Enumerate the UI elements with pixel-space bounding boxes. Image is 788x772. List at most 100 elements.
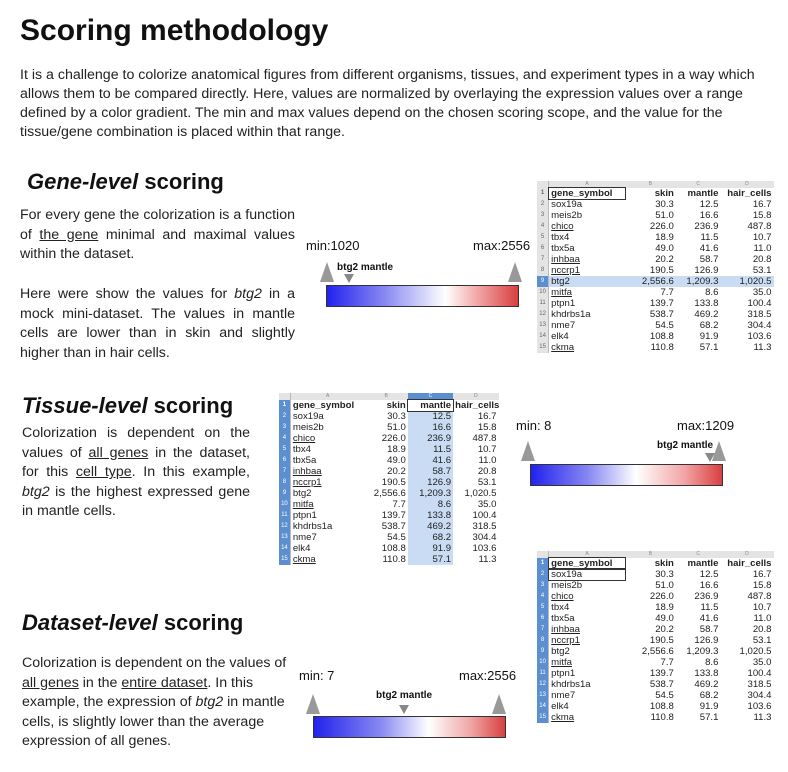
table-cell: 30.3 — [655, 199, 674, 210]
table-cell: 54.5 — [387, 532, 406, 543]
table-cell: 2,556.6 — [641, 646, 674, 657]
table-cell: mantle — [687, 188, 719, 199]
table-cell: 15.8 — [752, 580, 772, 591]
table-cell: 51.0 — [655, 210, 674, 221]
table-cell: tbx4 — [551, 232, 570, 243]
tissue-min-triangle-icon — [521, 441, 535, 461]
table-row: 8 nccrp1 190.5 126.9 53.1 — [537, 265, 774, 276]
table-row: 11 ptpn1 139.7 133.8 100.4 — [279, 510, 499, 521]
table-row: 11 ptpn1 139.7 133.8 100.4 — [537, 668, 774, 679]
table-cell: 68.2 — [699, 690, 719, 701]
table-cell: 126.9 — [694, 635, 719, 646]
table-cell: 538.7 — [649, 679, 674, 690]
table-row: 10 mitfa 7.7 8.6 35.0 — [537, 657, 774, 668]
table-header-row: 1 gene_symbol skin mantle hair_cells — [537, 187, 774, 200]
table-cell: 49.0 — [655, 613, 674, 624]
table-row: 6 tbx5a 49.0 41.6 11.0 — [279, 455, 499, 466]
table-row: 7 inhbaa 20.2 58.7 20.8 — [537, 254, 774, 265]
table-cell: sox19a — [551, 199, 583, 210]
table-cell: 487.8 — [747, 591, 772, 602]
table-cell: 68.2 — [699, 320, 719, 331]
column-letter: D — [720, 181, 774, 188]
table-cell: ptpn1 — [551, 668, 576, 679]
table-cell: 58.7 — [699, 624, 719, 635]
table-row: 13 nme7 54.5 68.2 304.4 — [537, 690, 774, 701]
dataset-p-link-1: all genes — [22, 674, 79, 691]
table-cell: 51.0 — [655, 580, 674, 591]
table-row: 6 tbx5a 49.0 41.6 11.0 — [537, 243, 774, 254]
dataset-p-b: in the — [78, 674, 122, 691]
table-cell: 41.6 — [407, 455, 454, 466]
gene-level-table: A B C D 1 gene_symbol skin mantle hair_cells 2 sox… — [537, 181, 774, 353]
dataset-level-heading: Dataset-level scoring — [22, 610, 243, 636]
table-cell: hair_cells — [727, 558, 772, 569]
table-cell: 318.5 — [747, 679, 772, 690]
row-number: 9 — [279, 488, 291, 499]
table-row: 8 nccrp1 190.5 126.9 53.1 — [279, 477, 499, 488]
table-cell: 15.8 — [477, 422, 497, 433]
row-number: 10 — [537, 657, 550, 668]
tissue-max-triangle-icon — [712, 441, 726, 461]
table-cell: 108.8 — [649, 331, 674, 342]
table-cell: ckma — [292, 554, 316, 565]
table-cell: 139.7 — [649, 298, 674, 309]
column-letter: C — [675, 551, 721, 558]
row-number: 10 — [537, 287, 550, 298]
column-letter: B — [364, 393, 408, 400]
row-number: 10 — [279, 499, 291, 510]
table-cell: tbx4 — [551, 602, 570, 613]
table-cell: 538.7 — [381, 521, 406, 532]
table-cell: gene_symbol — [292, 400, 355, 411]
gene-min-label: min:1020 — [306, 238, 360, 253]
table-cell: skin — [654, 558, 674, 569]
table-row: 15 ckma 110.8 57.1 11.3 — [279, 554, 499, 565]
row-number: 9 — [537, 276, 550, 287]
table-row: 2 sox19a 30.3 12.5 16.7 — [537, 199, 774, 210]
table-row: 4 chico 226.0 236.9 487.8 — [279, 433, 499, 444]
table-cell: 226.0 — [649, 591, 674, 602]
table-cell: 469.2 — [407, 521, 454, 532]
table-cell: chico — [551, 221, 574, 232]
table-cell: 11.5 — [700, 602, 719, 613]
table-cell: 41.6 — [699, 613, 719, 624]
gene-p2-b: in a mock mini-dataset. The values in ma… — [20, 286, 295, 361]
table-cell: nccrp1 — [292, 477, 322, 488]
row-number: 8 — [537, 265, 550, 276]
row-number: 14 — [279, 543, 291, 554]
table-cell: 16.6 — [699, 210, 719, 221]
table-cell: 35.0 — [752, 657, 772, 668]
table-row: 6 tbx5a 49.0 41.6 11.0 — [537, 613, 774, 624]
table-cell: 30.3 — [655, 569, 674, 580]
row-number: 3 — [537, 580, 550, 591]
table-cell: 103.6 — [747, 701, 772, 712]
table-cell: 91.9 — [699, 331, 719, 342]
row-number: 2 — [537, 199, 550, 210]
row-number: 8 — [279, 477, 291, 488]
table-cell: 469.2 — [694, 309, 719, 320]
table-cell: 103.6 — [747, 331, 772, 342]
table-cell: 12.5 — [699, 199, 719, 210]
table-cell: nme7 — [551, 320, 576, 331]
table-cell: 16.7 — [752, 569, 772, 580]
table-cell: 103.6 — [472, 543, 497, 554]
row-number: 14 — [537, 331, 550, 342]
gene-p1-link: the gene — [39, 226, 99, 243]
gene-gradient-bar — [326, 285, 519, 307]
table-cell: 2,556.6 — [373, 488, 406, 499]
table-cell: 190.5 — [381, 477, 406, 488]
table-row: 14 elk4 108.8 91.9 103.6 — [279, 543, 499, 554]
dataset-p-a: Colorization is dependent on the values … — [22, 655, 287, 671]
table-row: 14 elk4 108.8 91.9 103.6 — [537, 701, 774, 712]
table-cell: 10.7 — [477, 444, 497, 455]
table-cell: 16.7 — [752, 199, 772, 210]
row-number: 1 — [279, 400, 291, 411]
row-number: 13 — [279, 532, 291, 543]
table-cell: 100.4 — [747, 668, 772, 679]
tissue-p-link-1: all genes — [88, 444, 149, 461]
table-cell: 12.5 — [407, 411, 454, 422]
table-cell: 54.5 — [655, 320, 674, 331]
row-number: 12 — [537, 679, 550, 690]
dataset-level-heading-rest: scoring — [157, 610, 244, 635]
table-cell: tbx4 — [292, 444, 311, 455]
table-cell: 51.0 — [387, 422, 406, 433]
